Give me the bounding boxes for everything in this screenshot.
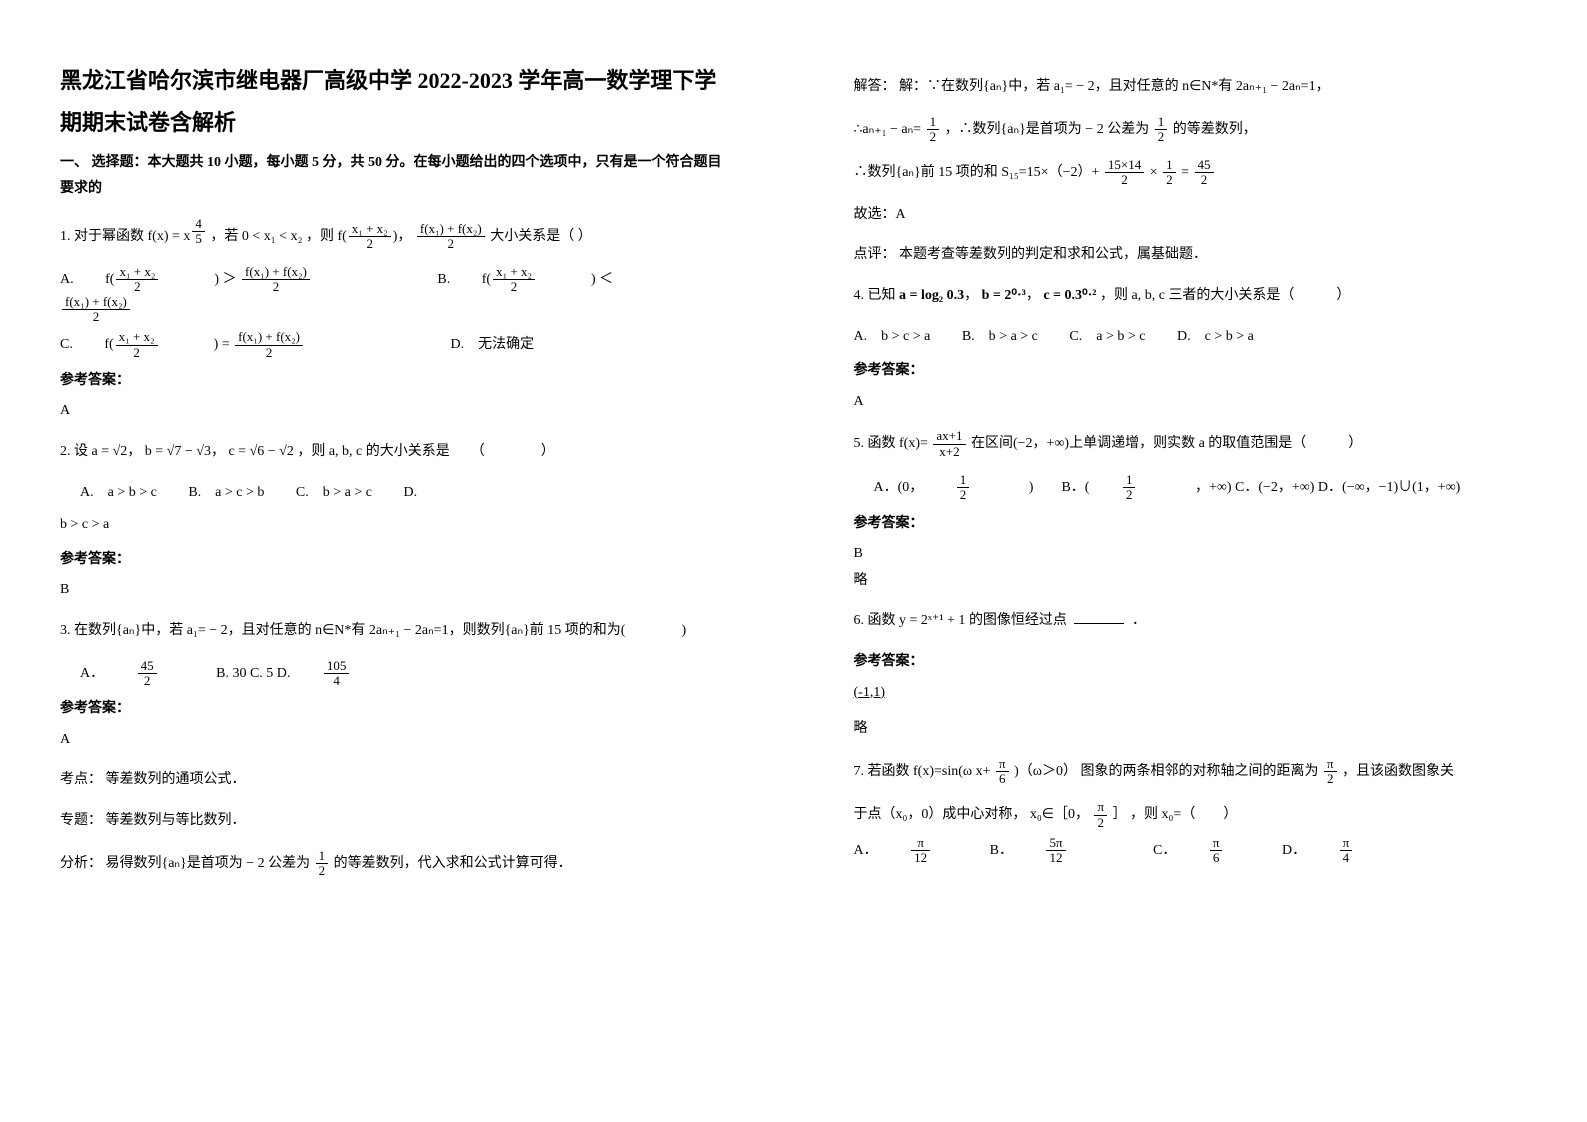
q3-jieda-2: ∴aₙ₊₁ − aₙ= 12 ，∴数列{aₙ}是首项为 − 2 公差为 12 的… bbox=[854, 115, 1528, 145]
q2-opt-c: C. b > a > c bbox=[296, 485, 372, 500]
question-5: 5. 函数 f(x)= ax+1x+2 在区间(−2，+∞)上单调递增，则实数 … bbox=[854, 429, 1528, 459]
blank-line bbox=[1074, 623, 1124, 624]
q4-ans-label: 参考答案： bbox=[854, 358, 1528, 385]
q3-jieda-3: ∴数列{aₙ}前 15 项的和 S₁₅=15×（−2）+ 15×142 × 12… bbox=[854, 158, 1528, 188]
q5-ans: B bbox=[854, 541, 1528, 568]
q4-opt-a: A. b > c > a bbox=[854, 329, 931, 344]
q3-ans: A bbox=[60, 727, 734, 754]
section-1: 一、 选择题：本大题共 10 小题，每小题 5 分，共 50 分。在每小题给出的… bbox=[60, 150, 734, 203]
q5-ans-label: 参考答案： bbox=[854, 511, 1528, 538]
right-column: 解答： 解：∵在数列{aₙ}中，若 a₁= − 2，且对任意的 n∈N*有 2a… bbox=[794, 0, 1587, 1122]
q3-guxuan: 故选：A bbox=[854, 202, 1528, 229]
q1-options-row2: C. f(x₁ + x₂2) = f(x₁) + f(x₂)2 D. 无法确定 bbox=[60, 330, 734, 360]
q1-ans-label: 参考答案： bbox=[60, 368, 734, 395]
q3-options: A． 452 B. 30 C. 5 D. 1054 bbox=[80, 659, 734, 689]
q2-ans-label: 参考答案： bbox=[60, 547, 734, 574]
q2-opt-d: D. bbox=[403, 485, 417, 500]
q1-options-row1: A. f(x₁ + x₂2) ＞ f(x₁) + f(x₂)2 B. f(x₁ … bbox=[60, 265, 734, 324]
q6-ans-label: 参考答案： bbox=[854, 649, 1528, 676]
q3-jieda-1: 解答： 解：∵在数列{aₙ}中，若 a₁= − 2，且对任意的 n∈N*有 2a… bbox=[854, 74, 1528, 101]
q4-opt-c: C. a > b > c bbox=[1069, 329, 1145, 344]
q1-opt-d: D. 无法确定 bbox=[451, 337, 535, 352]
question-3: 3. 在数列{aₙ}中，若 a₁= − 2，且对任意的 n∈N*有 2aₙ₊₁ … bbox=[60, 618, 734, 645]
q4-opt-b: B. b > a > c bbox=[962, 329, 1038, 344]
q1-opt-a: A. f(x₁ + x₂2) ＞ f(x₁) + f(x₂)2 bbox=[60, 272, 369, 287]
q1-fx: f(x) = x45 bbox=[148, 229, 211, 244]
q3-ans-label: 参考答案： bbox=[60, 696, 734, 723]
q1-cond: 0 < x₁ < x₂ bbox=[242, 229, 303, 244]
q3-dianping: 点评： 本题考查等差数列的判定和求和公式，属基础题． bbox=[854, 242, 1528, 269]
q2-opt-a: A. a > b > c bbox=[80, 485, 157, 500]
q7-line2: 于点（x₀，0）成中心对称， x₀∈［0， π2 ］ ，则 x₀=（ ） bbox=[854, 800, 1528, 830]
q3-zhuanti: 专题： 等差数列与等比数列． bbox=[60, 808, 734, 835]
q4-opt-d: D. c > b > a bbox=[1177, 329, 1254, 344]
question-4: 4. 已知 a = log₂ 0.3， b = 2⁰·³， c = 0.3⁰·²… bbox=[854, 283, 1528, 310]
q2-opt-b: B. a > c > b bbox=[188, 485, 264, 500]
q5-options: A．(0， 12 ) B．( 12 ，+∞) C．(−2，+∞) D．(−∞，−… bbox=[874, 473, 1528, 503]
q4-ans: A bbox=[854, 389, 1528, 416]
doc-title: 黑龙江省哈尔滨市继电器厂高级中学 2022-2023 学年高一数学理下学期期末试… bbox=[60, 60, 734, 144]
q1-ans: A bbox=[60, 398, 734, 425]
q2-options: A. a > b > c B. a > c > b C. b > a > c D… bbox=[80, 480, 734, 507]
q3-kaodian: 考点： 等差数列的通项公式． bbox=[60, 767, 734, 794]
q1-stem-c: ，则 bbox=[306, 229, 334, 244]
q1-stem-a: 1. 对于幂函数 bbox=[60, 229, 144, 244]
question-2: 2. 设 a = √2， b = √7 − √3， c = √6 − √2 ，则… bbox=[60, 439, 734, 466]
q1-opt-c: C. f(x₁ + x₂2) = f(x₁) + f(x₂)2 bbox=[60, 337, 363, 352]
left-column: 黑龙江省哈尔滨市继电器厂高级中学 2022-2023 学年高一数学理下学期期末试… bbox=[0, 0, 794, 1122]
q3-fenxi: 分析： 易得数列{aₙ}是首项为 − 2 公差为 12 的等差数列，代入求和公式… bbox=[60, 849, 734, 879]
question-6: 6. 函数 y = 2ˣ⁺¹ + 1 的图像恒经过点 ． bbox=[854, 608, 1528, 635]
q1-stem-b: ，若 bbox=[210, 229, 238, 244]
q4-options: A. b > c > a B. b > a > c C. a > b > c D… bbox=[854, 324, 1528, 351]
question-1: 1. 对于幂函数 f(x) = x45 ，若 0 < x₁ < x₂ ，则 f(… bbox=[60, 217, 734, 251]
q6-ans: (-1,1) bbox=[854, 680, 1528, 707]
q2-opt-d2: b > c > a bbox=[60, 512, 734, 539]
q6-lue: 略 bbox=[854, 716, 1528, 743]
q5-lue: 略 bbox=[854, 568, 1528, 595]
q1-tail: 大小关系是（ ） bbox=[490, 229, 592, 244]
q1-expr1: f(x₁ + x₂2)， f(x₁) + f(x₂)2 bbox=[337, 229, 490, 244]
q2-ans: B bbox=[60, 577, 734, 604]
question-7: 7. 若函数 f(x)=sin(ω x+ π6 )（ω＞0） 图象的两条相邻的对… bbox=[854, 757, 1528, 787]
q7-options: A． π12 B． 5π12 C． π6 D． π4 bbox=[854, 836, 1528, 866]
